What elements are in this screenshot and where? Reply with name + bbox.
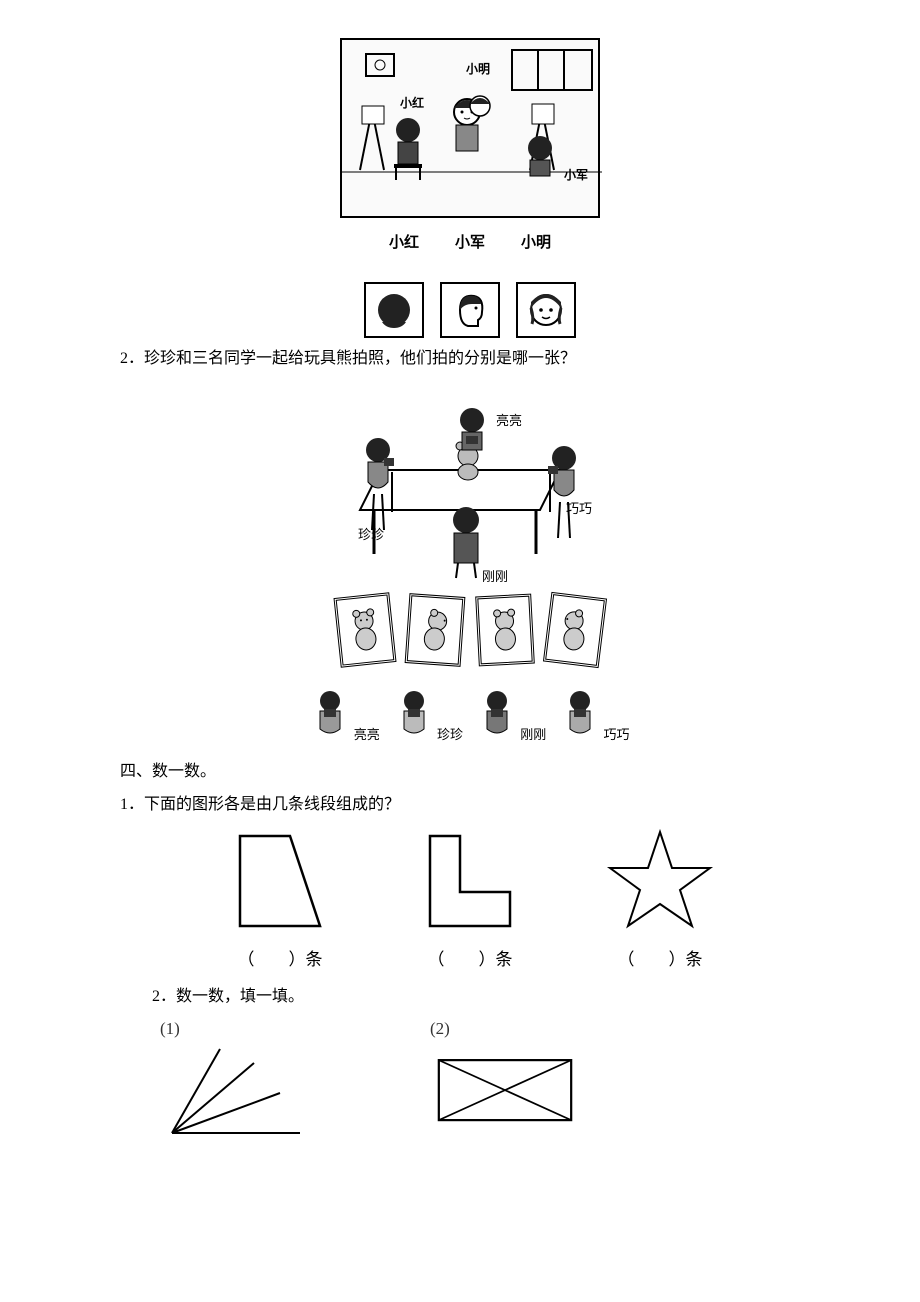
bear-front-icon	[342, 603, 387, 657]
section4-heading: 四、数一数。	[120, 759, 820, 785]
count-fig-1: (1)	[160, 1019, 310, 1146]
count-figures-row: (1) (2)	[120, 1019, 820, 1146]
frame-1	[333, 592, 396, 667]
frame-2	[405, 593, 466, 667]
q2-prompt: 2．珍珍和三名同学一起给玩具熊拍照，他们拍的分别是哪一张？	[120, 346, 820, 372]
blank-2: （ ）条	[410, 945, 530, 970]
classroom-scene: 小明 小红 小军	[340, 38, 600, 218]
kid-figure-icon	[477, 689, 517, 737]
section4-q1-prompt: 1．下面的图形各是由几条线段组成的？	[120, 792, 820, 818]
count-fig-2: (2)	[430, 1019, 580, 1146]
count-label-2: (2)	[430, 1019, 580, 1039]
head-front-icon	[524, 288, 568, 332]
label-ganggang: 刚刚	[482, 566, 508, 585]
head-back-icon	[372, 288, 416, 332]
q1-portraits	[120, 282, 820, 338]
kid-figure-icon	[310, 689, 350, 737]
table-svg	[340, 380, 600, 580]
label-xiaoming: 小明	[466, 60, 490, 77]
label-xiaojun: 小军	[564, 166, 588, 183]
count-label-1: (1)	[160, 1019, 310, 1039]
kid-liangliang: 亮亮	[310, 689, 379, 743]
q2-scene-figure: 亮亮 珍珍 巧巧 刚刚	[120, 380, 820, 743]
kid-label-2: 珍珍	[437, 727, 463, 742]
head-side-icon	[448, 288, 492, 332]
bear-side-right-icon	[413, 603, 456, 656]
q2-kids-row: 亮亮 珍珍 刚刚 巧巧	[120, 689, 820, 743]
kid-figure-icon	[560, 689, 600, 737]
label-zhenzhen: 珍珍	[358, 524, 384, 543]
bear-back-icon	[484, 604, 527, 656]
shape-lshape: （ ）条	[410, 826, 530, 970]
label-qiaoqiao: 巧巧	[566, 498, 592, 517]
blank-3: （ ）条	[600, 945, 720, 970]
label-xiaohong: 小红	[400, 94, 424, 111]
angle-fan-icon	[160, 1041, 310, 1141]
section4-q2-prompt: 2．数一数，填一填。	[120, 984, 820, 1010]
kid-zhenzhen: 珍珍	[394, 689, 463, 743]
kid-label-4: 巧巧	[604, 727, 630, 742]
rect-diagonals-icon	[430, 1041, 580, 1141]
bear-photo-options	[120, 595, 820, 665]
star-icon	[600, 826, 720, 936]
kid-ganggang: 刚刚	[477, 689, 546, 743]
frame-4	[543, 591, 607, 667]
portrait-3	[516, 282, 576, 338]
frame-3	[475, 593, 535, 666]
bear-side-left-icon	[552, 602, 598, 657]
name-below-2: 小军	[455, 231, 485, 252]
bear-photo-scene: 亮亮 珍珍 巧巧 刚刚	[340, 380, 600, 580]
label-liangliang: 亮亮	[496, 410, 522, 429]
l-shape-icon	[410, 826, 530, 936]
kid-qiaoqiao: 巧巧	[560, 689, 629, 743]
kid-label-1: 亮亮	[354, 727, 380, 742]
shapes-row: （ ）条 （ ）条 （ ）条	[120, 826, 820, 970]
portrait-2	[440, 282, 500, 338]
kid-figure-icon	[394, 689, 434, 737]
shape-star: （ ）条	[600, 826, 720, 970]
q1-names-below: 小红 小军 小明	[120, 231, 820, 252]
shape-trapezoid: （ ）条	[220, 826, 340, 970]
portrait-1	[364, 282, 424, 338]
name-below-3: 小明	[521, 231, 551, 252]
q1-scene-figure: 小明 小红 小军 小红 小军 小明	[120, 38, 820, 338]
kid-label-3: 刚刚	[520, 727, 546, 742]
name-below-1: 小红	[389, 231, 419, 252]
trapezoid-icon	[220, 826, 340, 936]
blank-1: （ ）条	[220, 945, 340, 970]
